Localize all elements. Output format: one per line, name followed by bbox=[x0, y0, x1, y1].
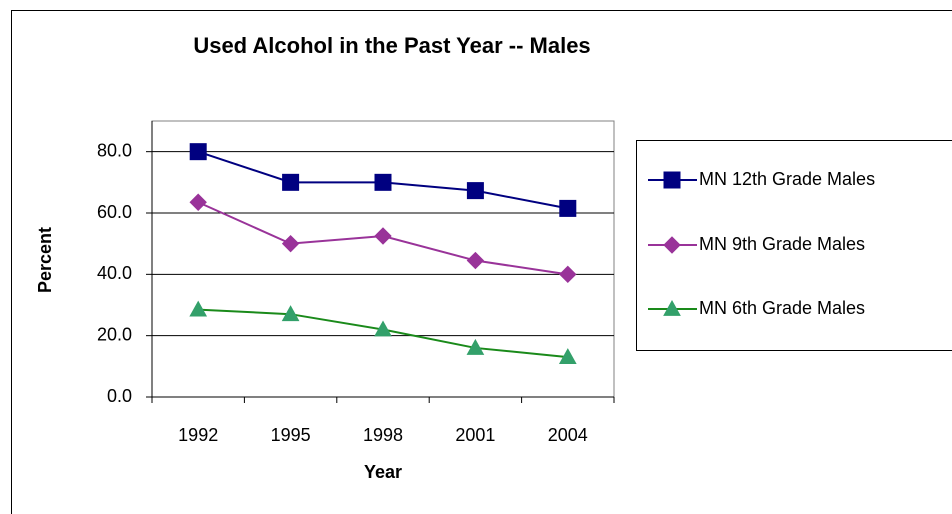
marker bbox=[466, 182, 484, 200]
legend-marker bbox=[663, 299, 681, 316]
y-tick-label: 20.0 bbox=[97, 324, 132, 344]
marker bbox=[559, 199, 577, 217]
chart-title: Used Alcohol in the Past Year -- Males bbox=[193, 33, 590, 58]
y-tick-label: 80.0 bbox=[97, 140, 132, 160]
marker bbox=[189, 300, 208, 317]
legend-marker bbox=[663, 171, 681, 189]
x-axis-title: Year bbox=[364, 462, 402, 482]
y-tick-label: 40.0 bbox=[97, 263, 132, 283]
x-tick-label: 1995 bbox=[271, 425, 311, 445]
marker bbox=[189, 193, 207, 211]
legend-label: MN 6th Grade Males bbox=[699, 298, 866, 318]
legend-item: MN 6th Grade Males bbox=[699, 298, 866, 318]
legend-item: MN 9th Grade Males bbox=[699, 234, 866, 254]
legend-label: MN 12th Grade Males bbox=[699, 169, 876, 189]
x-tick-label: 2004 bbox=[548, 425, 588, 445]
marker bbox=[466, 338, 485, 355]
marker bbox=[282, 173, 300, 191]
y-tick-label: 0.0 bbox=[107, 386, 132, 406]
marker bbox=[558, 348, 577, 365]
marker bbox=[281, 234, 300, 253]
marker bbox=[374, 227, 392, 245]
x-tick-label: 1998 bbox=[363, 425, 403, 445]
marker bbox=[374, 173, 392, 191]
plot-area bbox=[151, 120, 615, 398]
marker bbox=[466, 251, 485, 270]
x-tick-label: 1992 bbox=[178, 425, 218, 445]
y-tick-label: 60.0 bbox=[97, 202, 132, 222]
y-axis-title: Percent bbox=[35, 227, 55, 293]
marker bbox=[189, 143, 207, 161]
marker bbox=[281, 305, 300, 322]
legend-item: MN 12th Grade Males bbox=[699, 169, 876, 189]
marker bbox=[374, 320, 392, 337]
marker bbox=[559, 265, 577, 284]
legend-label: MN 9th Grade Males bbox=[699, 234, 866, 254]
x-tick-label: 2001 bbox=[455, 425, 495, 445]
legend-marker bbox=[663, 236, 681, 254]
